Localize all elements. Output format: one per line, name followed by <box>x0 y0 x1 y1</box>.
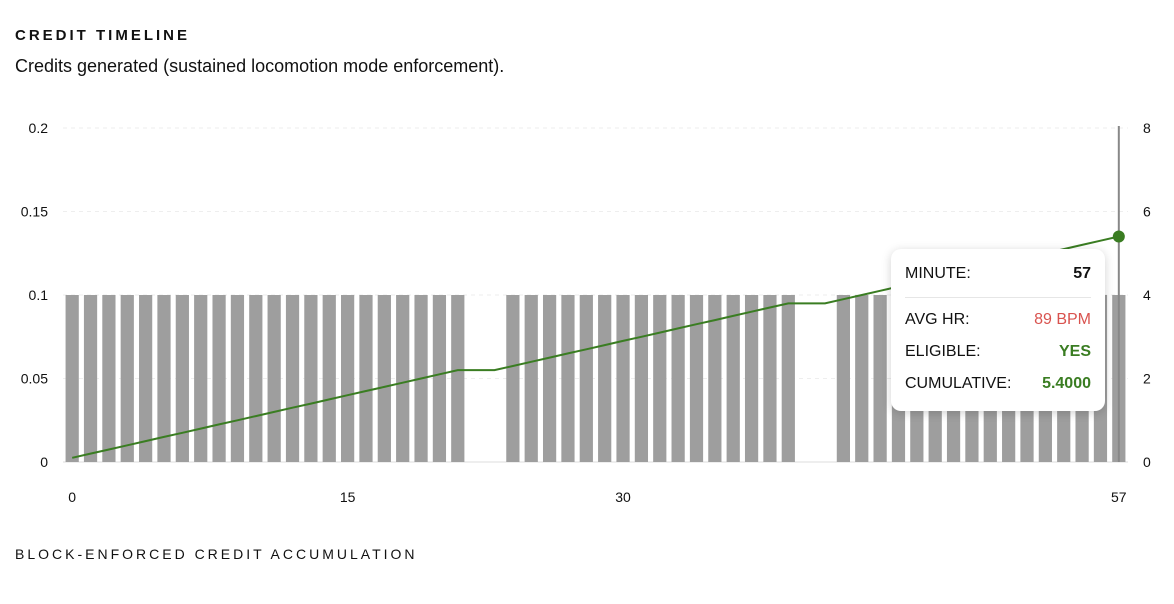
credit-bar[interactable] <box>506 295 520 462</box>
credit-bar[interactable] <box>451 295 465 462</box>
credit-bar[interactable] <box>157 295 171 462</box>
credit-bar[interactable] <box>175 295 189 462</box>
credit-bar[interactable] <box>359 295 373 462</box>
hover-cursor-layer <box>1112 126 1125 462</box>
credit-bar[interactable] <box>744 295 759 462</box>
credit-bar[interactable] <box>139 295 153 462</box>
footer-section-title: BLOCK-ENFORCED CREDIT ACCUMULATION <box>15 546 418 562</box>
section-title: CREDIT TIMELINE <box>15 27 190 44</box>
tooltip-hr-label: AVG HR: <box>905 311 970 328</box>
tooltip-minute-row: MINUTE: 57 <box>905 258 1091 290</box>
credit-bar[interactable] <box>83 295 98 462</box>
y-left-tick-label: 0.15 <box>21 204 48 220</box>
credit-bar[interactable] <box>341 295 355 462</box>
x-tick-label: 30 <box>615 489 631 505</box>
credit-bar[interactable] <box>579 295 593 462</box>
y-right-tick-label: 4 <box>1143 287 1151 303</box>
credit-bar[interactable] <box>763 295 777 462</box>
credit-bar[interactable] <box>542 295 557 462</box>
tooltip-eligible-value: YES <box>1058 343 1091 360</box>
tooltip-minute-value: 57 <box>1073 265 1091 282</box>
tooltip-hr-row: AVG HR: 89 BPM <box>905 304 1091 336</box>
hover-point <box>1112 230 1125 243</box>
credit-bar[interactable] <box>781 295 795 462</box>
credit-bar[interactable] <box>102 295 116 462</box>
credit-bar[interactable] <box>377 295 391 462</box>
credit-bar[interactable] <box>212 295 226 462</box>
tooltip-hr-value: 89 BPM <box>1034 311 1091 328</box>
credit-bar[interactable] <box>396 295 410 462</box>
x-tick-label: 57 <box>1111 489 1127 505</box>
credit-bar[interactable] <box>524 295 538 462</box>
chart-subtitle: Credits generated (sustained locomotion … <box>15 56 505 76</box>
x-tick-label: 15 <box>340 489 356 505</box>
y-right-tick-label: 8 <box>1143 120 1151 136</box>
chart-tooltip: MINUTE: 57 AVG HR: 89 BPM ELIGIBLE: YES … <box>891 249 1105 411</box>
credit-bar[interactable] <box>65 295 79 462</box>
y-left-tick-label: 0.1 <box>29 287 49 303</box>
credit-bar[interactable] <box>689 295 704 462</box>
credit-bar[interactable] <box>855 295 869 462</box>
credit-bar[interactable] <box>120 295 134 462</box>
tooltip-separator <box>905 297 1091 298</box>
y-right-tick-label: 2 <box>1143 371 1151 387</box>
tooltip-eligible-label: ELIGIBLE: <box>905 343 981 360</box>
credit-bar[interactable] <box>194 295 208 462</box>
credit-bar[interactable] <box>304 295 318 462</box>
credit-bar[interactable] <box>230 295 245 462</box>
credit-bar[interactable] <box>285 295 300 462</box>
credit-bar[interactable] <box>671 295 685 462</box>
tooltip-minute-label: MINUTE: <box>905 265 971 282</box>
credit-bar[interactable] <box>873 295 887 462</box>
x-tick-label: 0 <box>68 489 76 505</box>
credit-bar[interactable] <box>322 295 336 462</box>
credit-bar[interactable] <box>836 295 850 462</box>
credit-bar[interactable] <box>634 295 649 462</box>
credit-bar[interactable] <box>653 295 667 462</box>
y-left-tick-label: 0.05 <box>21 371 48 387</box>
credit-bar[interactable] <box>561 295 575 462</box>
y-right-tick-label: 6 <box>1143 204 1151 220</box>
tooltip-cumulative-label: CUMULATIVE: <box>905 375 1012 392</box>
credit-bar[interactable] <box>616 295 630 462</box>
credit-bar[interactable] <box>249 295 263 462</box>
credit-bar[interactable] <box>708 295 722 462</box>
tooltip-cumulative-value: 5.4000 <box>1042 375 1091 392</box>
axis-labels: 0 0.05 0.1 0.15 0.2 0 2 4 6 8 0 15 30 57 <box>21 120 1151 505</box>
y-right-tick-label: 0 <box>1143 454 1151 470</box>
credit-bar[interactable] <box>726 295 740 462</box>
tooltip-eligible-row: ELIGIBLE: YES <box>905 336 1091 368</box>
y-left-tick-label: 0.2 <box>29 120 49 136</box>
credit-bar[interactable] <box>267 295 281 462</box>
credit-bar[interactable] <box>432 295 447 462</box>
credit-bar[interactable] <box>598 295 612 462</box>
tooltip-cumulative-row: CUMULATIVE: 5.4000 <box>905 368 1091 400</box>
y-left-tick-label: 0 <box>40 454 48 470</box>
